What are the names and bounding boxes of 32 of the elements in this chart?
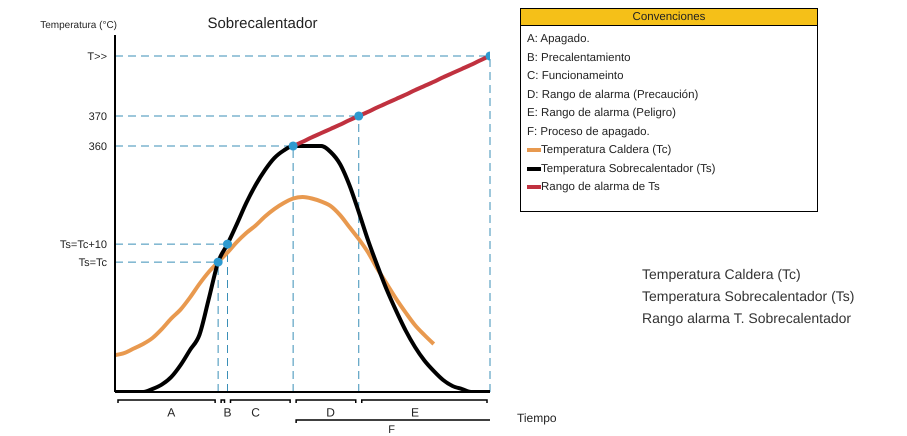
y-tick-label: 360 bbox=[88, 140, 107, 153]
line-series bbox=[115, 195, 436, 358]
chart-title: Sobrecalentador bbox=[207, 15, 318, 32]
x-tick-label: B bbox=[223, 406, 232, 420]
text: A: Apagado. bbox=[527, 32, 591, 47]
y-tick-label: Ts=Tc+10 bbox=[60, 239, 107, 252]
point bbox=[354, 111, 364, 121]
x-tick-label: D bbox=[326, 406, 336, 420]
y-tick-label: T>> bbox=[87, 50, 107, 63]
y-tick-label: Ts=Tc bbox=[78, 257, 108, 270]
legend-label: Temperatura Sobrecalentador (Ts) bbox=[541, 162, 716, 176]
point bbox=[214, 258, 223, 267]
point bbox=[222, 240, 232, 249]
text: Rango alarma T. Sobrecalentador bbox=[642, 309, 852, 328]
point bbox=[288, 141, 298, 151]
legend-label: Rango de alarma de Ts bbox=[541, 180, 660, 195]
text: Temperatura Sobrecalentador (Ts) bbox=[642, 287, 854, 306]
x-axis-title: Tiempo bbox=[517, 411, 557, 425]
x-tick-label: E bbox=[410, 406, 420, 420]
legend-title: Convenciones bbox=[521, 9, 817, 26]
text: D: Rango de alarma (Precaución) bbox=[527, 88, 700, 102]
text: C: Funcionameinto bbox=[527, 69, 625, 84]
text: F bbox=[388, 424, 396, 436]
legend-label: Temperatura Caldera (Tc) bbox=[541, 143, 672, 158]
x-tick-label: A bbox=[167, 406, 176, 420]
text: E: Rango de alarma (Peligro) bbox=[527, 106, 677, 121]
y-tick-label: 370 bbox=[88, 110, 107, 123]
y-axis-title: Temperatura (°C) bbox=[40, 20, 117, 31]
text: B: Precalentamiento bbox=[527, 50, 632, 66]
x-tick-label: C bbox=[251, 406, 260, 420]
text: Temperatura Caldera (Tc) bbox=[642, 265, 802, 284]
text: F: Proceso de apagado. bbox=[527, 124, 651, 140]
